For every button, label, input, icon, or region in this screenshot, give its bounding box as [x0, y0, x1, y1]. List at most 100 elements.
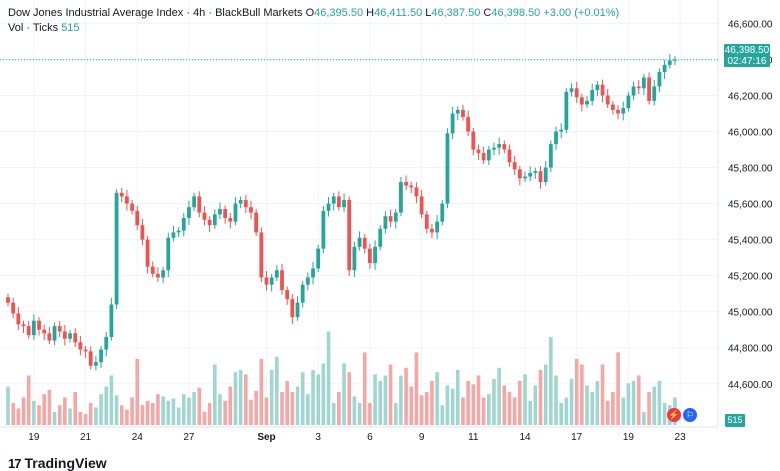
volume-bar: [68, 408, 72, 425]
legend-line-1: Dow Jones Industrial Average Index · 4h …: [8, 6, 619, 21]
candle-body: [192, 196, 197, 208]
price-tick-label: 46,600.00: [728, 19, 773, 30]
low-label: L: [425, 7, 432, 19]
volume-bar: [435, 372, 439, 425]
price-tick-label: 45,000.00: [728, 308, 773, 319]
candle-body: [135, 210, 140, 226]
candle-body: [109, 304, 114, 337]
candle-body: [373, 246, 377, 264]
volume-bar: [647, 392, 651, 425]
chart-legend: Dow Jones Industrial Average Index · 4h …: [8, 6, 619, 36]
candle-body: [419, 196, 424, 215]
candle-body: [605, 95, 610, 105]
candle-body: [404, 181, 408, 186]
volume-bar: [176, 407, 181, 425]
candle-body: [166, 237, 171, 271]
volume-bar: [528, 400, 532, 425]
candle-body: [150, 266, 155, 274]
candle-body: [99, 349, 103, 363]
candle-body: [559, 129, 564, 132]
volume-bar: [518, 381, 522, 425]
volume-bar: [331, 403, 336, 425]
last-price-value: 46,398.50: [724, 45, 770, 56]
legend-line-2: Vol · Ticks 515: [8, 21, 619, 36]
volume-bar: [404, 367, 408, 425]
volume-bar: [187, 397, 191, 425]
volume-bar: [150, 403, 155, 425]
logo-text: TradingView: [24, 455, 107, 471]
volume-bar: [399, 375, 403, 425]
candle-body: [269, 277, 274, 285]
volume-bar: [130, 397, 134, 425]
time-tick-label: 19: [623, 432, 635, 443]
volume-bar: [26, 375, 31, 425]
candle-body: [145, 239, 150, 267]
volume-bar: [580, 364, 584, 425]
price-tick-label: 44,600.00: [728, 380, 773, 391]
candle-body: [290, 299, 295, 318]
candle-body: [528, 172, 533, 177]
volume-bar: [419, 395, 424, 425]
volume-badge: 515: [725, 414, 745, 427]
volume-bar: [642, 411, 646, 425]
price-tick-label: 45,400.00: [728, 236, 773, 247]
volume-bar: [125, 409, 129, 425]
last-price-badge: 46,398.50 02:47:16: [724, 44, 770, 67]
candle-body: [259, 232, 264, 278]
candle-body: [140, 225, 145, 240]
volume-bar: [233, 372, 238, 425]
candle-body: [171, 232, 176, 238]
event-badges[interactable]: ⚡ ⚐: [667, 408, 697, 422]
bolt-icon[interactable]: ⚡: [667, 408, 681, 422]
volume-bar: [636, 375, 641, 425]
candle-body: [47, 333, 52, 341]
candle-body: [130, 203, 134, 211]
candle-body: [78, 342, 83, 350]
volume-bar: [37, 405, 41, 425]
volume-bar: [430, 381, 434, 425]
volume-bar: [109, 375, 114, 425]
candle-body: [161, 270, 165, 278]
volume-bar: [32, 400, 36, 425]
volume-bar: [450, 388, 455, 425]
volume-bar: [21, 397, 26, 425]
candle-body: [83, 349, 88, 352]
volume-bar: [466, 381, 470, 425]
volume-bar: [78, 411, 83, 425]
volume-bar: [192, 392, 196, 425]
candle-body: [476, 149, 481, 154]
candle-body: [466, 117, 471, 132]
candle-body: [399, 181, 403, 213]
volume-bar: [616, 352, 620, 425]
candle-body: [254, 212, 259, 233]
tradingview-logo[interactable]: 17 TradingView: [8, 455, 107, 471]
candle-body: [243, 199, 248, 208]
time-tick-label: 23: [675, 432, 687, 443]
volume-bar: [321, 363, 326, 425]
candle-body: [616, 109, 620, 114]
candle-body: [610, 104, 615, 110]
volume-bar: [259, 359, 264, 425]
candle-body: [336, 196, 341, 208]
volume-bar: [207, 403, 212, 425]
volume-bar: [88, 403, 93, 425]
candle-body: [455, 109, 460, 114]
candle-body: [11, 302, 16, 314]
volume-bar: [414, 352, 419, 425]
candle-body: [548, 144, 553, 168]
candle-body: [497, 144, 502, 148]
candle-body: [652, 86, 657, 101]
volume-bar: [476, 375, 481, 425]
candle-body: [517, 169, 522, 179]
candle-body: [492, 147, 496, 150]
volume-bar: [621, 397, 626, 425]
volume-bar: [554, 375, 558, 425]
us-flag-icon[interactable]: ⚐: [683, 408, 697, 422]
candle-body: [657, 72, 662, 87]
candle-body: [57, 326, 62, 332]
volume-bar: [362, 352, 367, 425]
candle-body: [564, 91, 569, 130]
volume-bar: [171, 398, 176, 425]
candle-body: [37, 320, 41, 330]
